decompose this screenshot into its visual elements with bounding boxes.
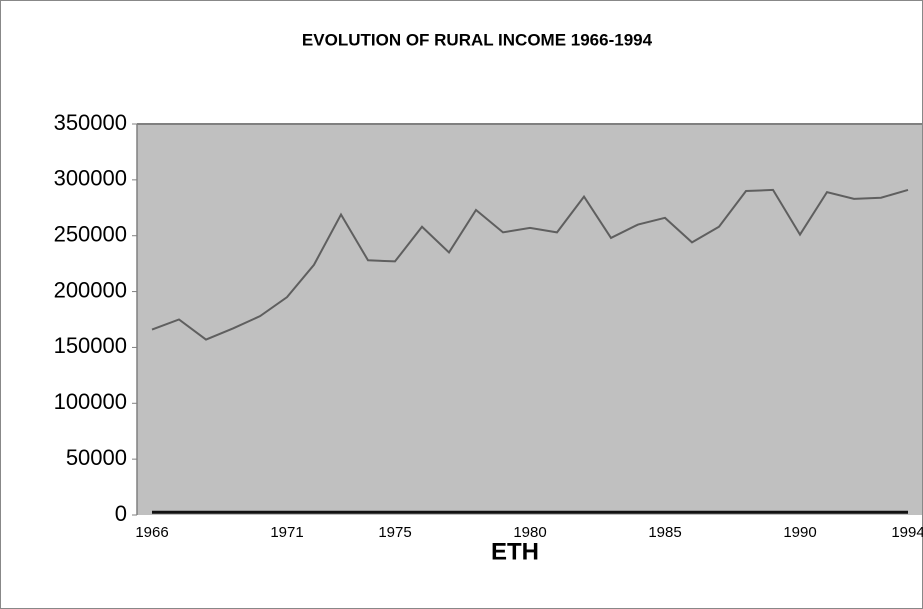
x-tick-label: 1985 bbox=[648, 524, 681, 541]
y-tick-label: 250000 bbox=[54, 222, 127, 247]
x-tick-label: 1971 bbox=[270, 524, 303, 541]
y-tick-label: 150000 bbox=[54, 333, 127, 358]
x-tick-label: 1994 bbox=[891, 524, 923, 541]
chart-title: EVOLUTION OF RURAL INCOME 1966-1994 bbox=[302, 30, 653, 49]
y-tick-label: 200000 bbox=[54, 277, 127, 302]
x-tick-label: 1980 bbox=[513, 524, 546, 541]
y-tick-label: 300000 bbox=[54, 166, 127, 191]
x-axis-label: ETH bbox=[491, 538, 539, 565]
y-tick-label: 350000 bbox=[54, 110, 127, 135]
plot-area bbox=[137, 124, 922, 515]
y-tick-label: 0 bbox=[115, 501, 127, 526]
y-tick-label: 50000 bbox=[66, 445, 127, 470]
x-tick-label: 1990 bbox=[783, 524, 816, 541]
x-tick-label: 1966 bbox=[135, 524, 168, 541]
x-tick-label: 1975 bbox=[378, 524, 411, 541]
y-tick-label: 100000 bbox=[54, 389, 127, 414]
series-line bbox=[151, 188, 909, 341]
